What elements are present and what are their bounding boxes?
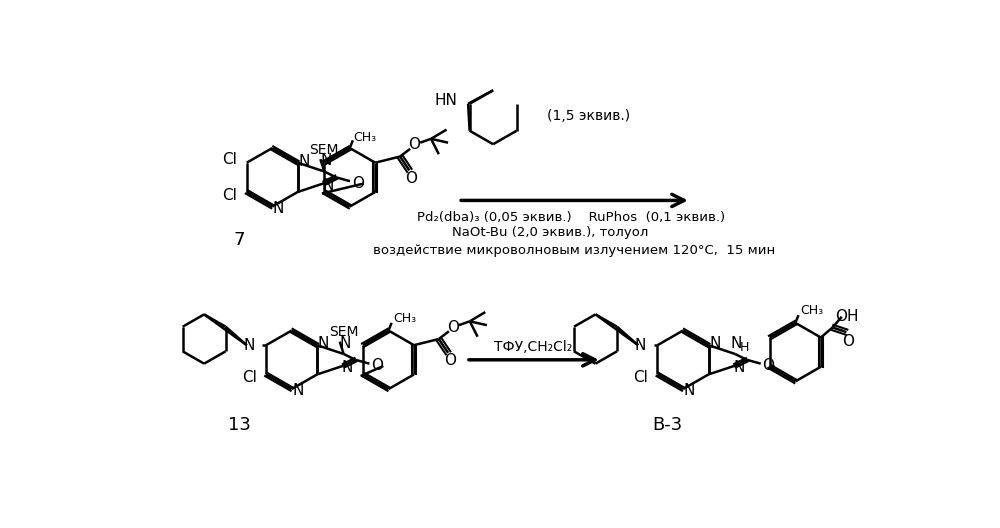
Text: Cl: Cl bbox=[222, 152, 237, 167]
Text: Cl: Cl bbox=[222, 187, 237, 203]
Text: O: O bbox=[447, 320, 459, 335]
Text: N: N bbox=[731, 336, 742, 351]
Text: N: N bbox=[342, 361, 353, 375]
Text: N: N bbox=[318, 336, 329, 351]
Text: N: N bbox=[298, 154, 310, 168]
Text: CH₃: CH₃ bbox=[354, 131, 377, 144]
Text: OH: OH bbox=[835, 309, 858, 324]
Text: N: N bbox=[322, 178, 334, 193]
Text: (1,5 эквив.): (1,5 эквив.) bbox=[547, 109, 631, 122]
Text: SEM: SEM bbox=[310, 143, 339, 157]
Text: N: N bbox=[709, 336, 720, 351]
Text: 13: 13 bbox=[228, 416, 251, 434]
Text: N: N bbox=[634, 338, 646, 353]
Text: Pd₂(dba)₃ (0,05 эквив.)    RuPhos  (0,1 эквив.): Pd₂(dba)₃ (0,05 эквив.) RuPhos (0,1 экви… bbox=[417, 211, 725, 224]
Text: HN: HN bbox=[434, 93, 457, 108]
Text: N: N bbox=[684, 383, 695, 398]
Text: O: O bbox=[762, 359, 774, 373]
Text: N: N bbox=[320, 153, 331, 168]
Text: Cl: Cl bbox=[633, 370, 648, 385]
Text: CH₃: CH₃ bbox=[393, 312, 416, 325]
Text: O: O bbox=[371, 359, 383, 373]
Text: N: N bbox=[733, 361, 745, 375]
Text: 7: 7 bbox=[234, 231, 245, 249]
Text: Cl: Cl bbox=[242, 370, 257, 385]
Text: N: N bbox=[273, 201, 284, 215]
Text: O: O bbox=[444, 353, 456, 368]
Text: SEM: SEM bbox=[329, 325, 358, 340]
Text: O: O bbox=[352, 176, 364, 191]
Text: В-3: В-3 bbox=[652, 416, 683, 434]
Text: O: O bbox=[842, 334, 854, 349]
Text: N: N bbox=[243, 338, 254, 353]
Text: O: O bbox=[408, 137, 420, 153]
Text: N: N bbox=[292, 383, 304, 398]
Text: O: O bbox=[405, 171, 417, 185]
Text: NaOt-Bu (2,0 эквив.), толуол: NaOt-Bu (2,0 эквив.), толуол bbox=[452, 227, 648, 239]
Text: воздействие микроволновым излучением 120°С,  15 мин: воздействие микроволновым излучением 120… bbox=[373, 244, 776, 257]
Text: H: H bbox=[740, 341, 749, 354]
Text: ТФУ,CH₂Cl₂: ТФУ,CH₂Cl₂ bbox=[494, 340, 573, 354]
Text: N: N bbox=[339, 336, 351, 351]
Text: CH₃: CH₃ bbox=[800, 304, 823, 317]
